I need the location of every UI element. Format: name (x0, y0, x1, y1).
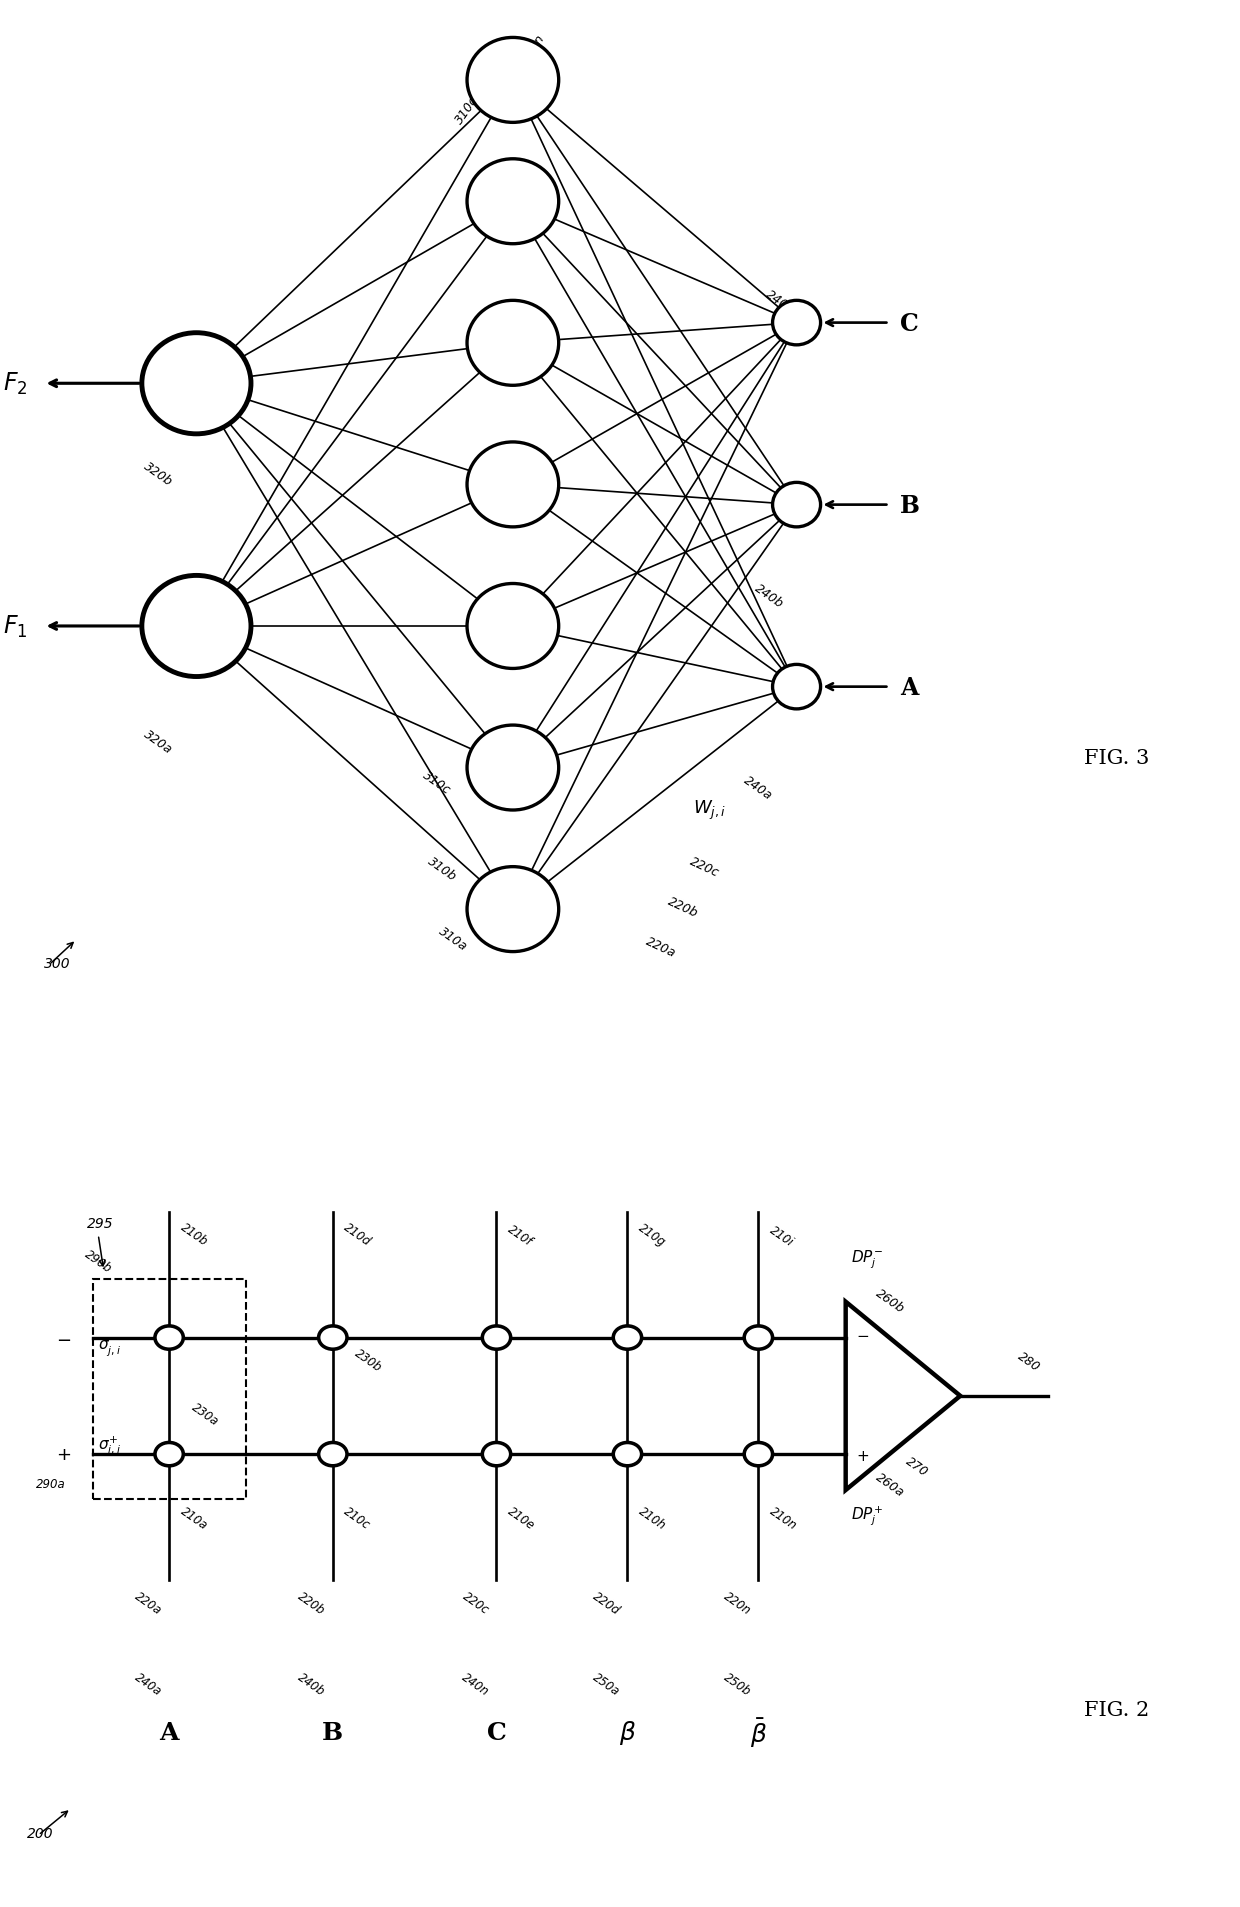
Text: 290b: 290b (82, 1247, 114, 1276)
Text: 220b: 220b (295, 1589, 327, 1617)
Text: 210a: 210a (177, 1503, 210, 1531)
Circle shape (614, 1444, 641, 1466)
Text: 210i: 210i (768, 1222, 796, 1249)
Circle shape (773, 666, 821, 709)
Circle shape (319, 1444, 347, 1466)
Circle shape (773, 301, 821, 345)
Text: 210g: 210g (636, 1220, 668, 1249)
Text: $F_1$: $F_1$ (2, 614, 27, 639)
Circle shape (744, 1325, 773, 1350)
Text: C: C (486, 1720, 506, 1745)
Text: 220c: 220c (687, 854, 720, 879)
Text: $DP^{+}_{j}$: $DP^{+}_{j}$ (851, 1503, 883, 1528)
Text: $-$: $-$ (56, 1329, 71, 1346)
Circle shape (467, 727, 559, 810)
Text: 310n: 310n (518, 32, 547, 65)
Circle shape (467, 442, 559, 528)
Text: 240n: 240n (459, 1669, 491, 1697)
Text: 310b: 310b (425, 854, 459, 883)
Text: 210e: 210e (505, 1503, 537, 1531)
Text: 210n: 210n (768, 1503, 799, 1531)
Text: 310c: 310c (420, 769, 453, 797)
Text: −: − (857, 1329, 869, 1344)
Text: 220n: 220n (720, 1589, 753, 1617)
Text: $\sigma^{-}_{j,i}$: $\sigma^{-}_{j,i}$ (98, 1337, 122, 1358)
Text: FIG. 2: FIG. 2 (1084, 1701, 1149, 1720)
Text: FIG. 3: FIG. 3 (1084, 749, 1149, 767)
Text: 320a: 320a (141, 728, 175, 757)
Text: 310d: 310d (453, 93, 482, 126)
Circle shape (467, 868, 559, 952)
Circle shape (467, 301, 559, 385)
Text: B: B (900, 494, 920, 517)
Circle shape (467, 38, 559, 124)
Text: 210h: 210h (636, 1503, 668, 1531)
Text: 290a: 290a (36, 1478, 66, 1489)
Circle shape (141, 334, 250, 435)
Circle shape (141, 576, 250, 677)
Text: $\sigma^{+}_{j,i}$: $\sigma^{+}_{j,i}$ (98, 1434, 122, 1457)
Text: $W_{j,i}$: $W_{j,i}$ (693, 799, 727, 822)
Circle shape (773, 482, 821, 528)
Text: C: C (900, 311, 919, 336)
Text: 210b: 210b (177, 1220, 210, 1249)
Text: 260a: 260a (873, 1470, 906, 1499)
Text: +: + (857, 1449, 869, 1465)
Text: 260b: 260b (873, 1287, 906, 1316)
Text: $DP^{-}_{j}$: $DP^{-}_{j}$ (851, 1249, 883, 1270)
Circle shape (155, 1444, 184, 1466)
Text: 320b: 320b (141, 460, 175, 488)
Text: 220c: 220c (460, 1589, 491, 1615)
Bar (93, 1280, 246, 1499)
Circle shape (614, 1325, 641, 1350)
Text: 310e: 310e (475, 67, 503, 101)
Text: 300: 300 (43, 955, 71, 971)
Text: 310a: 310a (436, 925, 470, 954)
Text: A: A (900, 675, 919, 700)
Text: 240a: 240a (131, 1669, 164, 1697)
Text: 210f: 210f (505, 1222, 534, 1249)
Text: 210c: 210c (341, 1503, 373, 1531)
Text: 250a: 250a (590, 1669, 622, 1697)
Circle shape (467, 584, 559, 669)
Circle shape (467, 160, 559, 244)
Text: $\bar{\beta}$: $\bar{\beta}$ (750, 1716, 768, 1749)
Text: 220d: 220d (590, 1589, 622, 1617)
Text: 240b: 240b (753, 582, 786, 610)
Text: 240n: 240n (764, 288, 797, 317)
Circle shape (744, 1444, 773, 1466)
Text: 270: 270 (903, 1455, 930, 1478)
Text: 295: 295 (87, 1217, 114, 1230)
Text: 230a: 230a (188, 1400, 221, 1428)
Text: $F_2$: $F_2$ (2, 372, 27, 397)
Text: 240b: 240b (295, 1669, 327, 1697)
Text: 210d: 210d (341, 1220, 373, 1249)
Circle shape (155, 1325, 184, 1350)
Circle shape (482, 1444, 511, 1466)
Text: 200: 200 (27, 1825, 53, 1840)
Text: B: B (322, 1720, 343, 1745)
Text: 280: 280 (1014, 1350, 1042, 1373)
Circle shape (319, 1325, 347, 1350)
Text: $\beta$: $\beta$ (619, 1718, 636, 1747)
Text: 240a: 240a (742, 772, 775, 803)
Text: 250b: 250b (720, 1669, 753, 1697)
Text: A: A (160, 1720, 179, 1745)
Text: $+$: $+$ (56, 1446, 71, 1463)
Text: 220a: 220a (644, 934, 678, 959)
Text: 310f: 310f (496, 46, 523, 76)
Text: 230b: 230b (352, 1346, 384, 1375)
Text: 220a: 220a (131, 1589, 164, 1617)
Text: 220b: 220b (666, 894, 701, 919)
Circle shape (482, 1325, 511, 1350)
